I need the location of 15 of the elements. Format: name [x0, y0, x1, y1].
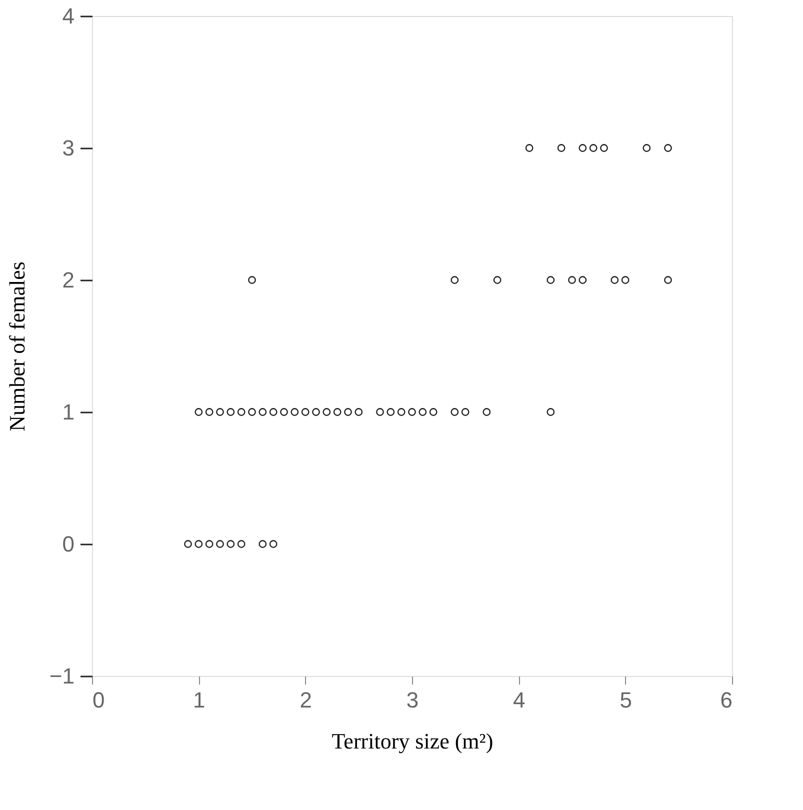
y-tick-label: 0 — [62, 532, 74, 556]
x-tick-label: 6 — [720, 688, 732, 712]
y-axis-title: Number of females — [4, 262, 30, 432]
x-axis-title: Territory size (m²) — [332, 728, 494, 754]
x-tick-label: 2 — [300, 688, 312, 712]
x-tick-label: 3 — [406, 688, 419, 712]
y-tick-label: 4 — [62, 4, 74, 28]
y-tick-label: −1 — [49, 664, 74, 688]
y-tick-label: 3 — [62, 136, 74, 160]
x-tick-label: 0 — [92, 688, 105, 712]
x-tick-label: 4 — [513, 688, 526, 712]
y-tick-label: 1 — [62, 400, 74, 424]
x-tick-label: 1 — [193, 688, 206, 712]
y-tick-label: 2 — [62, 268, 74, 292]
x-tick-label: 5 — [620, 688, 632, 712]
